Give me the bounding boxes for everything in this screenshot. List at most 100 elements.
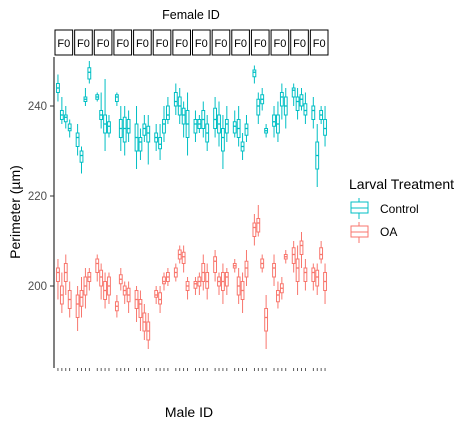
facet-strip-label: F0 [273,38,286,50]
facet-strip-label: F0 [254,38,267,50]
facet-strip [152,29,172,56]
facet-strip-label: F0 [77,38,90,50]
box-control [107,115,111,138]
box-oa [181,245,186,273]
facet-title: Female ID [162,8,220,22]
box-control [83,88,88,106]
box-control [323,106,327,147]
box-control [146,115,151,165]
box-oa [283,250,288,264]
box-control [63,106,68,129]
box-control [193,110,198,142]
box-oa [95,254,100,282]
box-oa [276,281,280,309]
box-control [295,88,300,120]
box-oa [87,268,92,291]
box-control [142,115,147,142]
facet-strip-label: F0 [136,38,149,50]
box-oa [311,263,316,291]
box-control [122,106,127,156]
box-oa [252,214,257,246]
legend-label-oa: OA [380,225,397,239]
box-oa [114,295,119,318]
box-control [103,79,107,151]
box-oa [75,286,80,331]
facet-strip-label: F0 [156,38,169,50]
y-axis-label: Perimeter (µm) [7,165,23,259]
box-oa [205,263,210,300]
box-oa [162,272,166,291]
box-control [197,115,202,133]
box-oa [221,263,225,304]
box-oa [103,272,107,309]
box-control [79,146,84,174]
facet-strip [74,29,93,56]
box-oa [264,295,269,349]
box-control [272,106,276,138]
box-control [252,65,257,84]
box-control [279,83,284,120]
box-control [264,124,269,138]
box-oa [201,254,206,291]
box-oa [224,268,229,295]
box-control [283,88,288,129]
box-control [56,74,60,102]
facet-strip [113,29,133,56]
box-control [315,124,320,187]
box-control [213,97,218,138]
facet-strip [309,29,329,56]
legend-item-oa: OA [350,222,397,243]
box-control [205,115,210,151]
box-control [154,124,159,151]
x-axis-ticks [57,368,326,371]
box-control [173,83,178,115]
facet-strip-label: F0 [57,38,70,50]
facet-strip-label: F0 [293,38,306,50]
box-oa [158,286,162,313]
box-control [240,133,245,160]
box-oa [165,268,170,286]
box-oa [59,272,64,313]
box-control [256,92,261,124]
box-control [67,119,72,138]
facet-strip [250,29,270,56]
box-oa [122,281,127,304]
box-oa [193,277,198,295]
box-oa [236,268,241,304]
box-control [276,101,280,142]
box-oa [56,259,60,300]
y-tick-label: 220 [28,191,47,203]
legend: Larval Treatment Control OA [349,176,454,243]
box-oa [315,263,320,295]
box-oa [173,263,178,282]
y-tick-label: 200 [28,281,47,293]
box-control [224,106,229,142]
box-control [99,92,104,129]
box-control [221,115,225,169]
facet-strips: F0 F0 F0 F0 F0 F0 F0 F0 F0 F0 F0 F0 F0 F0 [54,29,329,56]
box-control [59,97,64,124]
box-oa [67,281,72,318]
legend-label-control: Control [380,202,419,216]
facet-strip-label: F0 [97,38,110,50]
box-oa [291,241,296,273]
box-oa [217,272,221,295]
box-control [75,124,80,156]
box-oa [177,245,182,264]
box-oa [118,268,123,291]
box-oa [134,286,139,322]
box-oa [154,286,159,304]
box-oa [99,263,104,300]
box-oa [295,245,300,295]
box-control [299,88,304,111]
box-oa [142,304,147,340]
facet-strip-label: F0 [313,38,326,50]
box-oa [303,259,308,291]
x-axis-label: Male ID [165,404,213,420]
box-oa [299,232,304,268]
box-control [95,92,100,102]
box-oa [126,281,131,313]
facet-strip [270,29,290,56]
box-control [134,106,139,169]
